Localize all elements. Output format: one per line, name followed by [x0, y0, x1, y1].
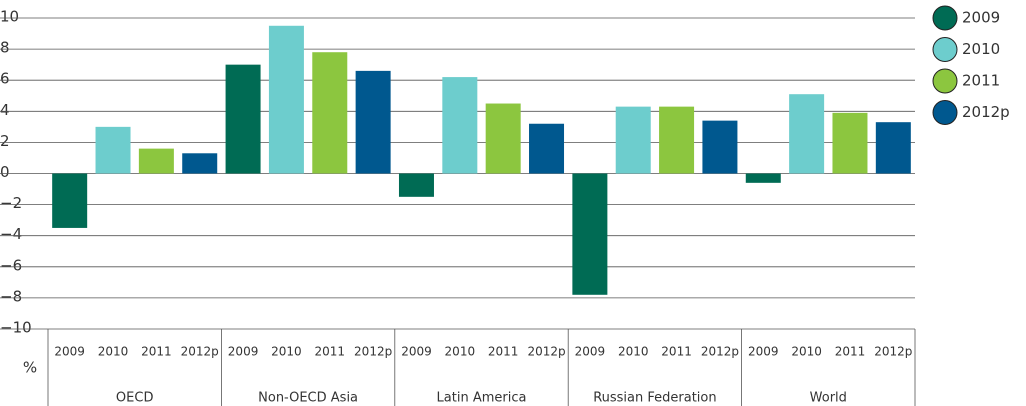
legend-swatch	[932, 68, 958, 94]
y-tick-label: 2	[0, 132, 10, 150]
bar	[529, 123, 565, 174]
series-sub-label: 2009	[575, 345, 606, 359]
series-sub-label: 2011	[141, 345, 172, 359]
x-tick-label: World	[810, 391, 847, 406]
y-tick-label: −2	[0, 194, 22, 212]
bar	[182, 153, 218, 174]
series-sub-label: 2010	[791, 345, 822, 359]
bar	[485, 103, 521, 174]
bar	[268, 25, 304, 174]
bar	[572, 173, 608, 295]
legend-label: 2012p	[962, 103, 1010, 121]
y-tick-label: −4	[0, 225, 22, 243]
bar	[745, 173, 781, 183]
x-tick-label: OECD	[116, 391, 154, 406]
bar	[875, 122, 911, 174]
bar	[398, 173, 434, 197]
y-axis-label: %	[23, 359, 37, 377]
y-tick-label: −10	[0, 319, 32, 337]
series-sub-label: 2009	[748, 345, 779, 359]
legend-label: 2009	[962, 9, 1000, 27]
series-sub-label: 2009	[228, 345, 259, 359]
y-tick-label: 0	[0, 163, 10, 181]
series-sub-label: 2011	[661, 345, 692, 359]
series-sub-label: 2011	[835, 345, 866, 359]
series-sub-label: 2009	[54, 345, 85, 359]
series-sub-label: 2012p	[181, 345, 219, 359]
series-sub-label: 2011	[488, 345, 519, 359]
legend-swatch	[932, 100, 958, 125]
bar	[95, 126, 131, 174]
x-tick-label: Non-OECD Asia	[258, 391, 358, 406]
y-tick-label: 10	[0, 8, 19, 26]
series-sub-label: 2010	[271, 345, 302, 359]
bar	[442, 77, 478, 174]
y-tick-label: 4	[0, 101, 10, 119]
bar	[832, 112, 868, 174]
series-sub-label: 2010	[618, 345, 649, 359]
series-sub-label: 2010	[98, 345, 129, 359]
x-tick-label: Russian Federation	[593, 391, 716, 406]
x-tick-label: Latin America	[437, 391, 527, 406]
series-sub-label: 2012p	[701, 345, 739, 359]
bar	[312, 52, 348, 174]
bar	[615, 106, 651, 174]
bar	[789, 94, 825, 174]
bar	[225, 64, 261, 174]
series-sub-label: 2012p	[354, 345, 392, 359]
series-sub-label: 2012p	[874, 345, 912, 359]
bar	[659, 106, 695, 174]
bar	[355, 70, 391, 174]
y-tick-label: 8	[0, 39, 10, 57]
bar	[52, 173, 88, 228]
legend-swatch	[932, 37, 958, 62]
series-sub-label: 2009	[401, 345, 432, 359]
legend-swatch	[932, 5, 958, 31]
y-tick-label: 6	[0, 70, 10, 88]
legend-label: 2010	[962, 40, 1000, 58]
series-sub-label: 2012p	[527, 345, 565, 359]
legend-label: 2011	[962, 72, 1000, 90]
y-tick-label: −6	[0, 256, 22, 274]
y-tick-label: −8	[0, 287, 22, 305]
bar	[702, 120, 738, 174]
series-sub-label: 2010	[445, 345, 476, 359]
bar	[138, 148, 174, 174]
series-sub-label: 2011	[315, 345, 346, 359]
